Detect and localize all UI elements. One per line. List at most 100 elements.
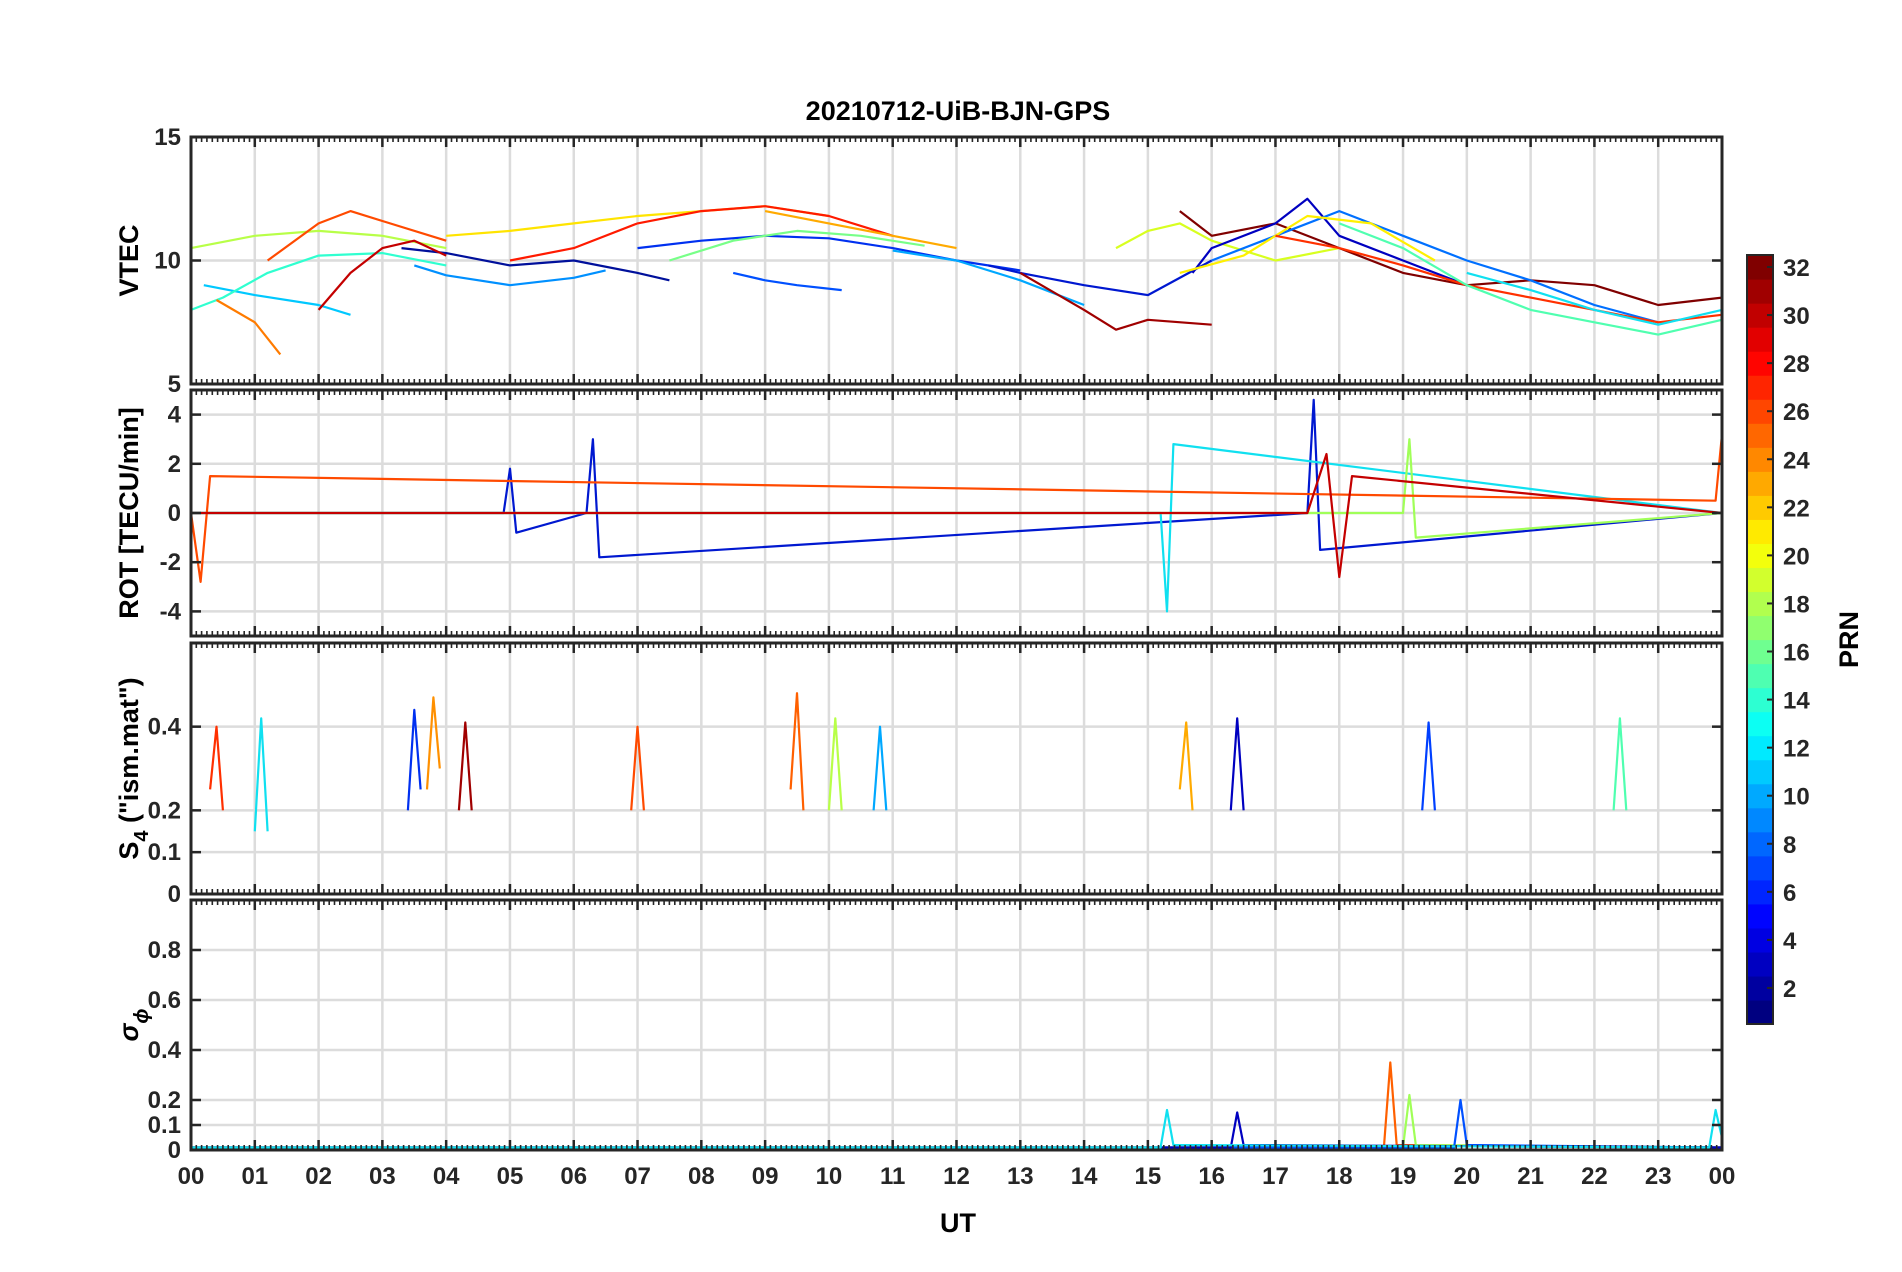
panel-vtec-series-group [190,197,1723,356]
series-line-prn-3 [1229,717,1245,811]
colorbar-swatch [1747,423,1773,448]
series-line-prn-31 [457,721,473,811]
panel-s4-ytick-label: 0.1 [148,839,181,866]
series-line-prn-22 [764,210,957,250]
series-line-prn-15 [1612,717,1628,811]
x-tick-label: 19 [1390,1163,1417,1190]
panel-s4-ytick-label: 0 [168,881,181,908]
colorbar-swatch [1747,375,1773,400]
colorbar-tick-label: 6 [1783,880,1796,907]
series-line-prn-23 [425,696,441,790]
series-line-prn-30 [317,239,447,311]
x-tick-label: 01 [241,1163,268,1190]
figure-title: 20210712-UiB-BJN-GPS [806,96,1111,126]
panel-vtec-ylabel: VTEC [114,224,144,296]
x-tick-label: 16 [1198,1163,1225,1190]
colorbar-tick-label: 28 [1783,351,1810,378]
x-tick-label: 22 [1581,1163,1608,1190]
series-line-prn-32 [1179,210,1723,307]
series-line-prn-22 [1178,721,1194,811]
panel-rot-minor-ticks [189,390,1724,636]
colorbar-tick-label: 10 [1783,784,1810,811]
colorbar-swatch [1747,327,1773,352]
colorbar-swatch [1747,855,1773,881]
x-tick-label: 06 [560,1163,587,1190]
panel-rot-series-group [189,398,1724,613]
x-tick-label: 05 [497,1163,524,1190]
colorbar-swatch [1747,807,1773,833]
series-line-prn-8 [406,708,422,811]
colorbar-tick-label: 32 [1783,255,1810,282]
x-tick-label: 10 [816,1163,843,1190]
colorbar-swatch [1747,903,1773,929]
series-line-prn-3 [1191,197,1468,287]
panel-vtec: 5 10 15 VTEC [114,124,1724,398]
series-line-prn-11 [872,725,888,811]
colorbar-swatch [1747,711,1773,737]
series-line-prn-18 [827,717,843,811]
panel-sigma-ytick-label: 0.2 [148,1087,181,1114]
panel-vtec-ytick-label: 15 [154,124,181,151]
x-tick-label: 17 [1262,1163,1289,1190]
x-tick-label: 13 [1007,1163,1034,1190]
colorbar-tick-label: 20 [1783,543,1810,570]
panel-rot-ytick-label: -2 [160,549,181,576]
panel-rot-ytick-label: 0 [168,500,181,527]
panel-rot-ytick-label: 2 [168,451,181,478]
colorbar-swatch [1747,663,1773,689]
series-line-prn-26 [630,725,645,811]
colorbar-tick-label: 24 [1783,447,1810,474]
series-line-prn-12 [203,284,351,316]
panel-rot-ytick-label: -4 [160,598,182,625]
panel-sigma-ytick-label: 0.1 [148,1112,181,1139]
panel-s4-ytick-label: 0.4 [148,714,182,741]
x-tick-labels: 00 01 02 03 04 05 06 07 08 09 10 11 12 13 14 15 16 17 18 19… [178,1163,1736,1190]
series-line-prn-13 [253,717,269,832]
panel-rot: -4 -2 0 2 4 ROT [TECU/min] [114,388,1724,638]
x-tick-label: 00 [178,1163,205,1190]
colorbar-swatch [1747,279,1773,304]
series-line-prn-4 [988,259,1213,297]
x-tick-label: 09 [752,1163,779,1190]
series-line-prn-24 [215,299,282,356]
colorbar-tick-label: 26 [1783,399,1810,426]
x-tick-label: 20 [1453,1163,1480,1190]
colorbar-tick-label: 2 [1783,976,1796,1003]
x-tick-label: 07 [624,1163,651,1190]
x-tick-label: 00 [1709,1163,1736,1190]
series-line-prn-4 [191,398,1723,559]
colorbar-tick-label: 8 [1783,832,1796,859]
x-axis-label: UT [940,1208,976,1238]
colorbar-swatch [1747,471,1773,496]
series-line-prn-27 [209,725,224,811]
series-line-prn-31 [1019,271,1212,331]
series-line-prn-18 [190,229,447,250]
colorbar-label: PRN [1834,611,1864,668]
x-tick-label: 18 [1326,1163,1353,1190]
panel-vtec-minor-ticks [189,137,1724,384]
panel-vtec-ytick-label: 5 [168,371,181,398]
x-tick-label: 11 [880,1163,905,1190]
x-tick-label: 23 [1645,1163,1672,1190]
series-line-prn-9 [1211,210,1659,324]
panel-sigma-minor-ticks [189,900,1724,1150]
series-line-prn-19 [1115,222,1340,262]
colorbar-tick-label: 16 [1783,640,1810,667]
colorbar-swatch [1747,951,1773,977]
series-line-prn-10 [413,264,606,287]
colorbar-tick-label: 22 [1783,495,1810,522]
colorbar-tick-label: 18 [1783,591,1810,618]
series-line-prn-27 [1275,234,1723,324]
series-line-prn-7 [1421,721,1436,811]
colorbar-swatch [1747,999,1773,1025]
series-line-prn-26 [189,434,1724,583]
panel-rot-ylabel: ROT [TECU/min] [114,407,144,618]
colorbar-tick-label: 4 [1783,928,1797,955]
x-tick-label: 14 [1071,1163,1098,1190]
panel-sigma: 00.10.2 0.4 0.6 0.8 σϕ [114,898,1724,1164]
series-line-prn-13 [1466,271,1723,326]
x-tick-label: 04 [433,1163,460,1190]
panel-s4-series-group [209,692,1628,832]
